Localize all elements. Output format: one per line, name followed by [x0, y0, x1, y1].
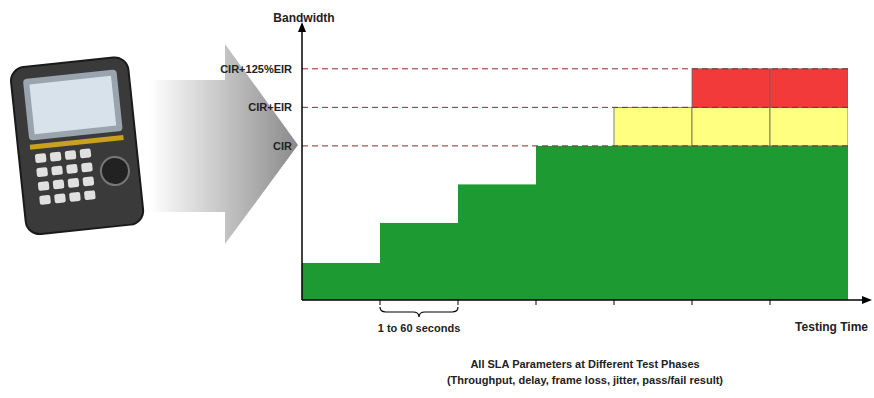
device-key: [38, 181, 50, 191]
bars: [302, 69, 848, 300]
x-category-divider: [458, 300, 459, 305]
bar-segment: [380, 222, 458, 223]
device-screen: [29, 76, 116, 134]
grid-line: [302, 68, 848, 69]
y-tick-label: CIR+125%EIR: [220, 63, 292, 75]
bar-segment: [302, 263, 380, 300]
bar-segment: [770, 146, 848, 300]
bar-segment: [458, 184, 536, 185]
caption: All SLA Parameters at Different Test Pha…: [470, 358, 699, 370]
grid-line: [302, 107, 848, 108]
device-key: [69, 192, 81, 202]
chart: CIR CIR+EIR CIR+125%EIR Bandwidth Testing Ti…: [0, 0, 874, 398]
device-key: [54, 193, 66, 203]
bar-segment: [380, 223, 458, 300]
bar-segment: [458, 184, 536, 185]
x-category-divider: [536, 300, 537, 305]
annotation: 1 to 60 seconds: [378, 322, 461, 334]
device-key: [65, 150, 77, 160]
x-category-divider: [380, 300, 381, 305]
device-key: [51, 165, 63, 175]
device-key: [81, 162, 93, 172]
bar-segment: [770, 107, 848, 146]
grid-line: [302, 145, 848, 146]
bar-segment: [302, 263, 380, 264]
device-key: [50, 152, 62, 162]
bar-segment: [692, 146, 770, 300]
x-category-divider: [770, 300, 771, 305]
device-key: [53, 179, 65, 189]
bar-segment: [302, 263, 380, 264]
pointer-arrow: [150, 44, 298, 244]
brace: [380, 307, 458, 317]
x-axis-arrow: [862, 296, 872, 304]
bar-segment: [692, 69, 770, 108]
device-key: [66, 164, 78, 174]
device-key: [80, 148, 92, 158]
y-axis-label: Bandwidth: [273, 11, 334, 25]
device-key: [35, 153, 47, 163]
device-key: [39, 195, 51, 205]
bar-segment: [536, 146, 614, 300]
y-tick-label: CIR+EIR: [248, 101, 292, 113]
caption: (Throughput, delay, frame loss, jitter, …: [447, 374, 723, 386]
x-axis-label: Testing Time: [795, 320, 868, 334]
device-strip: [30, 135, 124, 150]
bar-segment: [458, 184, 536, 300]
bar-segment: [692, 107, 770, 146]
device-key: [68, 178, 80, 188]
device-key: [36, 167, 48, 177]
x-category-divider: [692, 300, 693, 305]
device-key: [84, 190, 96, 200]
device-knob: [100, 156, 131, 187]
y-axis: [301, 28, 303, 300]
bar-segment: [614, 146, 692, 300]
x-axis: [302, 299, 866, 301]
bar-segment: [614, 107, 692, 146]
device-body: [10, 56, 145, 235]
device-screen-frame: [23, 69, 123, 140]
y-tick-label: CIR: [273, 140, 292, 152]
x-category-divider: [614, 300, 615, 305]
tester-device: [10, 56, 145, 235]
bar-segment: [380, 222, 458, 223]
bar-segment: [770, 69, 848, 108]
device-key: [82, 176, 94, 186]
